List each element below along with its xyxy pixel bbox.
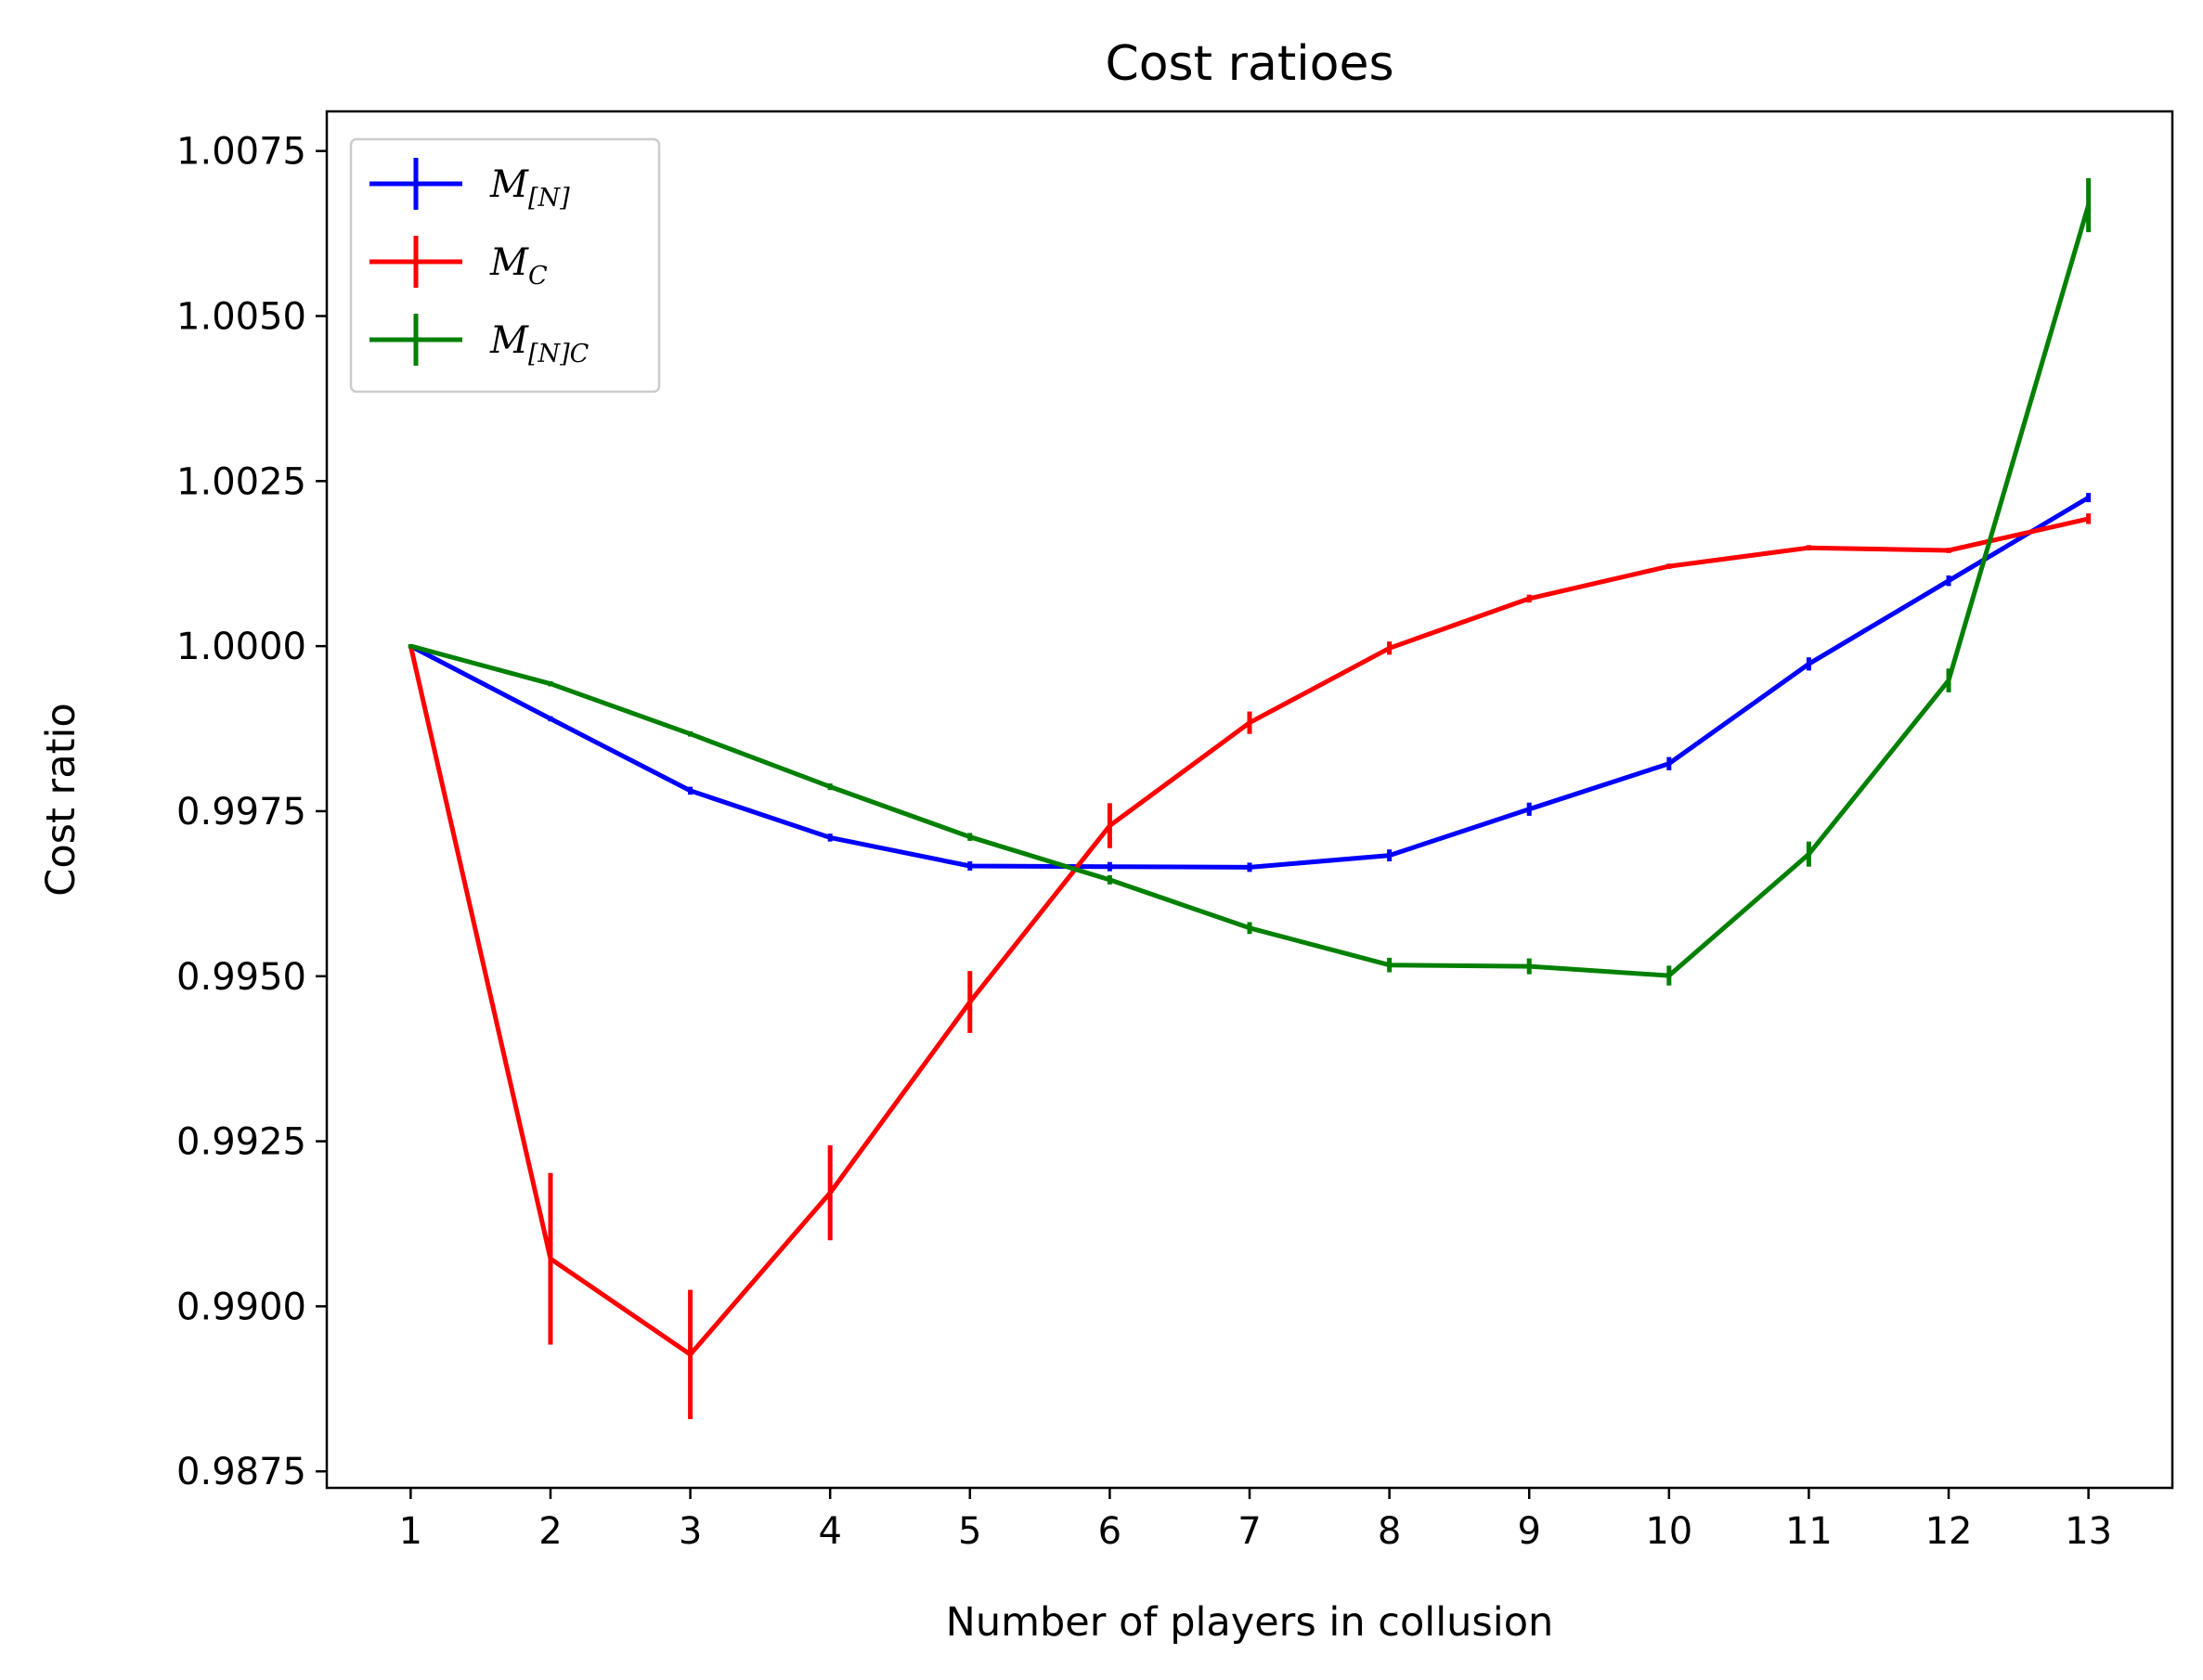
data-point-1-4 xyxy=(968,1001,972,1004)
plot-area xyxy=(408,177,2092,1420)
data-point-1-10 xyxy=(1807,546,1810,549)
data-point-2-7 xyxy=(1388,963,1392,967)
data-point-2-10 xyxy=(1807,852,1810,856)
data-point-1-5 xyxy=(1108,824,1111,828)
y-tick-label-3: 0.9950 xyxy=(176,956,306,999)
data-point-2-6 xyxy=(1248,926,1251,930)
legend-box xyxy=(349,137,661,394)
data-point-2-3 xyxy=(828,785,832,789)
data-point-2-12 xyxy=(2087,203,2091,207)
x-tick-label-10: 11 xyxy=(1785,1510,1833,1553)
axes: 0.9875 0.9900 0.9925 0.9950 0.9975 1.0000 1.00… xyxy=(176,110,2174,1553)
data-point-2-9 xyxy=(1667,974,1671,977)
x-tick-label-8: 9 xyxy=(1517,1510,1540,1553)
x-tick-label-7: 8 xyxy=(1378,1510,1401,1553)
data-point-1-6 xyxy=(1248,721,1251,725)
data-point-0-12 xyxy=(2087,496,2091,499)
data-point-0-3 xyxy=(828,835,832,839)
legend-label-base-1: M xyxy=(489,241,529,284)
data-point-0-9 xyxy=(1667,762,1671,766)
legend-label-sub-1: C xyxy=(528,262,548,291)
data-point-2-8 xyxy=(1527,964,1531,968)
data-point-0-7 xyxy=(1388,854,1392,858)
x-tick-label-0: 1 xyxy=(399,1510,422,1553)
legend-label-sub-0: [N] xyxy=(528,184,570,213)
y-tick-label-2: 0.9925 xyxy=(176,1121,306,1164)
data-point-0-11 xyxy=(1947,579,1950,583)
x-tick-label-11: 12 xyxy=(1925,1510,1973,1553)
data-point-1-7 xyxy=(1388,646,1392,650)
legend-label-1: MC xyxy=(489,241,548,291)
y-tick-label-7: 1.0050 xyxy=(176,295,306,338)
data-point-1-3 xyxy=(828,1191,832,1195)
data-point-2-4 xyxy=(968,835,972,839)
y-tick-label-4: 0.9975 xyxy=(176,791,306,834)
legend-label-2: M[N]C xyxy=(489,319,590,368)
data-point-0-2 xyxy=(689,789,693,793)
legend: M[N]MCM[N]C xyxy=(349,137,661,394)
legend-label-sub-2: [N]C xyxy=(528,340,590,368)
data-point-0-10 xyxy=(1807,662,1810,666)
x-tick-label-12: 13 xyxy=(2065,1510,2112,1553)
data-point-1-12 xyxy=(2087,517,2091,521)
legend-label-base-0: M xyxy=(489,163,529,206)
data-point-2-11 xyxy=(1947,678,1950,682)
data-point-1-9 xyxy=(1667,564,1671,568)
x-tick-label-9: 10 xyxy=(1645,1510,1692,1553)
data-point-0-1 xyxy=(549,717,552,720)
x-tick-label-1: 2 xyxy=(538,1510,562,1553)
y-axis-title: Cost ratio xyxy=(38,703,84,896)
legend-label-0: M[N] xyxy=(489,163,570,213)
data-point-2-2 xyxy=(689,732,693,736)
data-point-0-8 xyxy=(1527,808,1531,811)
data-point-0-5 xyxy=(1108,865,1111,869)
x-tick-label-5: 6 xyxy=(1098,1510,1121,1553)
data-point-1-8 xyxy=(1527,597,1531,601)
data-point-0-6 xyxy=(1248,865,1251,869)
legend-label-base-2: M xyxy=(489,319,529,362)
data-point-1-1 xyxy=(549,1257,552,1260)
data-point-1-11 xyxy=(1947,549,1950,552)
x-tick-label-4: 5 xyxy=(958,1510,981,1553)
data-point-0-4 xyxy=(968,864,972,868)
chart-title: Cost ratioes xyxy=(1105,36,1393,92)
x-tick-label-6: 7 xyxy=(1238,1510,1261,1553)
y-tick-label-0: 0.9875 xyxy=(176,1451,306,1493)
x-tick-label-2: 3 xyxy=(679,1510,702,1553)
data-point-2-0 xyxy=(408,644,412,648)
x-tick-label-3: 4 xyxy=(818,1510,841,1553)
y-tick-label-8: 1.0075 xyxy=(176,131,306,174)
data-point-1-2 xyxy=(689,1352,693,1356)
x-axis-title: Number of players in collusion xyxy=(946,1599,1554,1646)
y-tick-label-1: 0.9900 xyxy=(176,1286,306,1328)
y-tick-label-6: 1.0025 xyxy=(176,460,306,503)
y-tick-label-5: 1.0000 xyxy=(176,626,306,668)
data-point-2-1 xyxy=(549,682,552,686)
data-point-2-5 xyxy=(1108,878,1111,882)
